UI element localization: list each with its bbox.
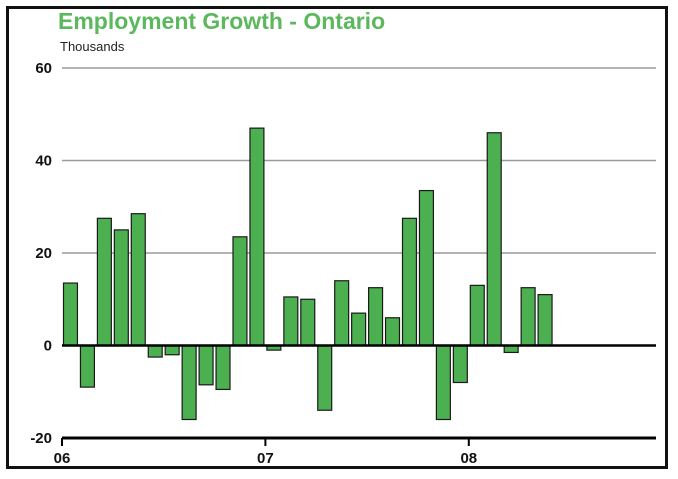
bar xyxy=(300,298,316,347)
x-tick-labels: 06 07 08 xyxy=(54,450,477,467)
x-tick-label: 08 xyxy=(460,450,477,467)
chart-subtitle: Thousands xyxy=(60,39,125,54)
bar xyxy=(351,312,367,347)
bar xyxy=(368,287,384,347)
bar xyxy=(96,217,112,347)
y-tick-label: 60 xyxy=(35,60,52,77)
bar xyxy=(520,287,536,347)
x-tick-label: 07 xyxy=(257,450,274,467)
bar xyxy=(147,344,163,358)
bar xyxy=(418,189,435,347)
bar xyxy=(452,344,468,384)
chart-title: Employment Growth - Ontario xyxy=(58,8,386,34)
bar xyxy=(384,317,401,347)
bar xyxy=(469,284,485,347)
y-tick-label: 20 xyxy=(35,245,52,262)
bar xyxy=(249,127,265,347)
bar xyxy=(283,296,299,347)
bar xyxy=(215,344,231,391)
bar xyxy=(164,344,180,356)
bar xyxy=(435,344,451,421)
axes xyxy=(61,344,656,446)
bar xyxy=(113,229,129,347)
bar xyxy=(181,344,197,421)
bar xyxy=(317,344,333,411)
bar xyxy=(130,213,146,347)
y-tick-label: 0 xyxy=(44,338,52,355)
bar xyxy=(401,217,418,347)
bar xyxy=(79,344,95,388)
gridlines xyxy=(62,67,656,254)
bar xyxy=(232,236,248,347)
bar xyxy=(198,344,214,386)
y-tick-label: -20 xyxy=(30,430,52,447)
x-tick-label: 06 xyxy=(54,450,71,467)
bar xyxy=(486,132,502,347)
bar xyxy=(62,282,79,347)
bar xyxy=(537,294,553,347)
y-tick-labels: 60 40 20 0 -20 xyxy=(30,60,52,447)
bars xyxy=(62,127,553,421)
bar xyxy=(334,280,350,347)
y-tick-label: 40 xyxy=(35,153,52,170)
